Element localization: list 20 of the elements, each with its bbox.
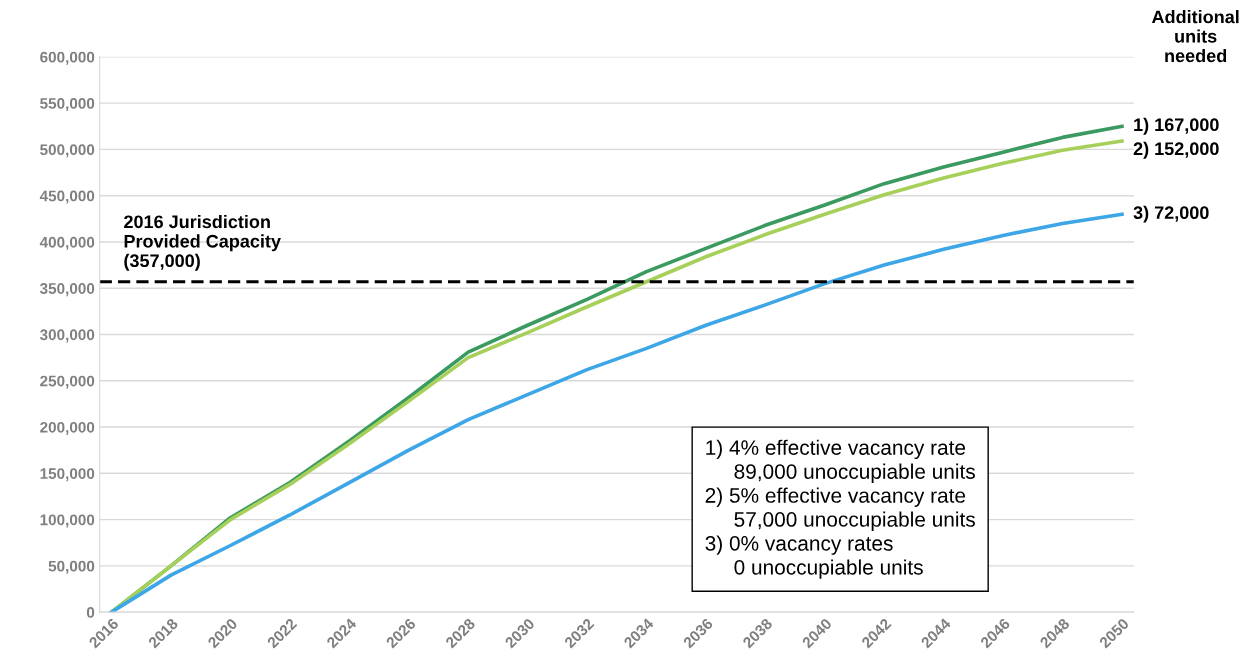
y-tick-label: 600,000 [40,51,95,65]
annotation: 2) 152,000 [1133,141,1219,159]
ref-line-label: 2016 Jurisdiction Provided Capacity (357,000) [124,214,281,271]
annotation: 3) 72,000 [1133,205,1209,223]
y-tick-label: 200,000 [40,421,95,435]
y-tick-label: 350,000 [39,283,95,297]
line-series [109,212,1124,613]
text: Additional units needed [1151,10,1239,63]
y-tick-label: 50,000 [48,560,95,574]
y-tick-label: 400,000 [39,236,95,250]
y-tick-label: 250,000 [40,375,95,389]
y-tick-label: 450,000 [39,190,95,204]
annotation: 1) 4% effective vacancy rate 89,000 unoccupiable units 2) 5% effective vacancy rate 57,000 unoccupiable units 3) 0% vacancy rates 0 unoccupiable units [705,439,975,579]
text: 1) 167,000 [1134,117,1219,135]
y-tick-label: 100,000 [40,514,95,528]
y-tick-label: 0 [86,607,95,618]
y-tick-label: 550,000 [40,98,95,112]
y-tick-label: 150,000 [40,468,95,482]
y-tick-label: 500,000 [40,144,95,158]
y-tick-label: 300,000 [39,329,95,343]
